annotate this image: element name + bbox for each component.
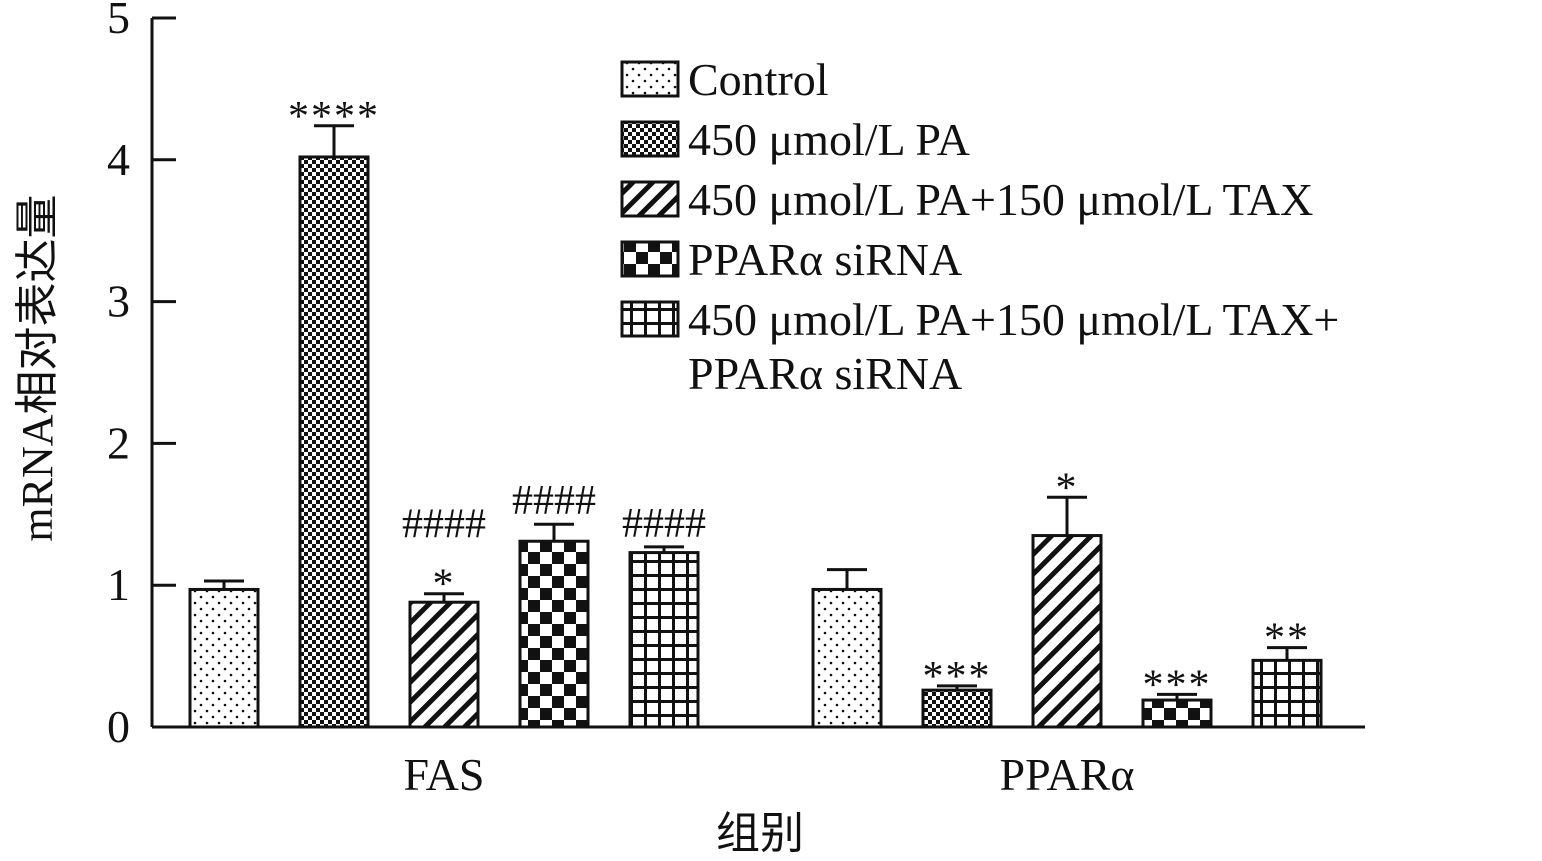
bar	[298, 155, 370, 729]
x-axis-title: 组别	[716, 809, 804, 858]
significance-label: **	[1264, 616, 1310, 662]
y-tick-label: 2	[107, 417, 130, 468]
bar	[811, 587, 883, 729]
bar	[1251, 658, 1323, 729]
significance-label: ####	[512, 478, 596, 524]
bar	[408, 600, 480, 729]
significance-label: ####	[402, 502, 486, 548]
legend-swatch	[620, 120, 680, 158]
bar	[921, 688, 993, 729]
legend-swatch	[620, 300, 680, 338]
bar	[1031, 534, 1103, 729]
x-category-label: PPARα	[1000, 749, 1135, 800]
significance-label: ****	[288, 94, 380, 140]
significance-label: ***	[923, 654, 992, 700]
x-category-label: FAS	[404, 749, 485, 800]
y-tick-label: 4	[107, 134, 130, 185]
y-tick-label: 1	[107, 559, 130, 610]
y-axis-title: mRNA相对表达量	[13, 194, 62, 541]
significance-label: *	[1056, 465, 1079, 511]
legend: Control 450 μmol/L PA 450 μmol/L PA+150 μm…	[620, 54, 1339, 399]
bar	[518, 539, 590, 729]
legend-label: 450 μmol/L PA	[688, 114, 970, 165]
significance-label: *	[433, 562, 456, 608]
significance-label: ####	[622, 501, 706, 547]
legend-label: 450 μmol/L PA+150 μmol/L TAX+	[688, 294, 1339, 345]
bar	[628, 551, 700, 729]
legend-label: PPARα siRNA	[688, 234, 962, 285]
legend-label: Control	[688, 54, 829, 105]
y-tick-label: 5	[107, 0, 130, 43]
legend-swatch	[620, 240, 680, 278]
significance-label: ***	[1143, 662, 1212, 708]
legend-label: PPARα siRNA	[688, 348, 962, 399]
bar	[188, 587, 260, 729]
legend-swatch	[620, 60, 680, 98]
legend-swatch	[620, 180, 680, 218]
bars: FAS PPARα*******####**####***####**	[188, 94, 1323, 800]
legend-label: 450 μmol/L PA+150 μmol/L TAX	[688, 174, 1313, 225]
y-tick-label: 3	[107, 276, 130, 327]
y-tick-label: 0	[107, 701, 130, 752]
